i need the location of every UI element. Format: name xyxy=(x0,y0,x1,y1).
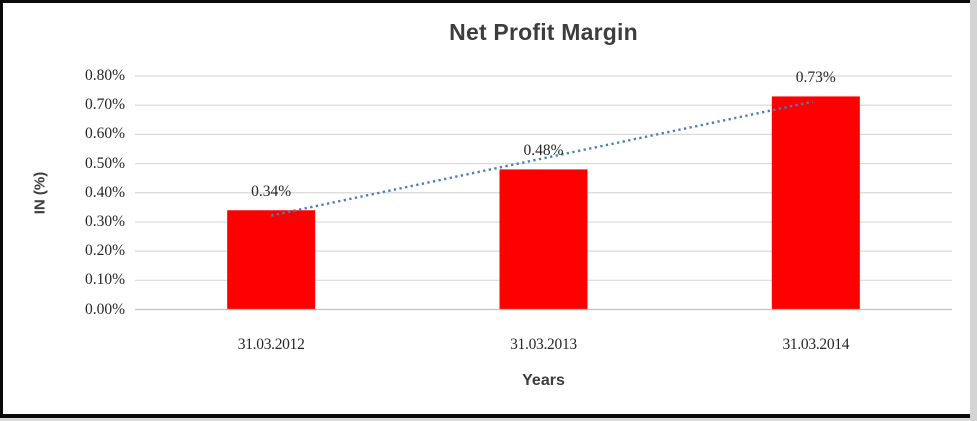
x-axis-title: Years xyxy=(522,372,565,389)
y-tick-label: 0.20% xyxy=(84,242,125,260)
y-tick-label: 0.10% xyxy=(84,271,125,289)
chart-title: Net Profit Margin xyxy=(449,19,638,45)
bar-31.03.2012[interactable] xyxy=(227,210,316,310)
y-tick-label: 0.60% xyxy=(84,125,125,143)
frame-border-right xyxy=(970,0,977,421)
bar-value-label: 0.48% xyxy=(523,142,564,160)
bar-value-label: 0.73% xyxy=(795,69,836,87)
y-tick-label: 0.70% xyxy=(84,96,125,114)
frame-border-top xyxy=(0,0,970,3)
frame-border-bottom-shadow xyxy=(0,418,977,421)
y-tick-label: 0.80% xyxy=(84,67,125,84)
y-tick-label: 0.30% xyxy=(84,212,125,230)
y-tick-label: 0.00% xyxy=(84,300,125,318)
frame-border-bottom xyxy=(0,414,970,418)
x-tick-label: 31.03.2012 xyxy=(237,336,305,353)
x-tick-label: 31.03.2014 xyxy=(782,336,850,353)
frame-border-left xyxy=(0,0,3,418)
trendline[interactable] xyxy=(270,100,814,217)
bar-31.03.2013[interactable] xyxy=(499,169,588,310)
bar-31.03.2014[interactable] xyxy=(771,96,860,310)
y-tick-label: 0.50% xyxy=(84,154,125,172)
x-tick-label: 31.03.2013 xyxy=(510,336,577,353)
y-tick-label: 0.40% xyxy=(84,183,125,201)
bar-value-label: 0.34% xyxy=(251,183,292,201)
